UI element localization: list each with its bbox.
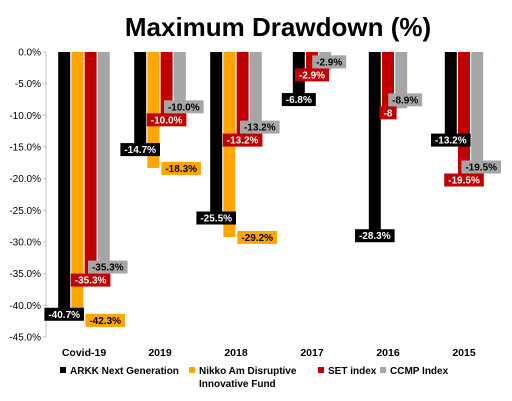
data-label: -2.9% <box>299 70 325 81</box>
data-label: -13.2% <box>227 136 259 147</box>
data-label: -8 <box>384 108 393 119</box>
data-label-box <box>461 160 501 174</box>
y-tick-label: -15.0% <box>9 143 41 154</box>
legend-swatch <box>318 367 324 373</box>
data-label: -10.0% <box>168 102 200 113</box>
bar <box>173 52 186 116</box>
bar <box>71 52 84 320</box>
y-tick-label: -30.0% <box>9 238 41 249</box>
data-label: -29.2% <box>241 233 273 244</box>
data-label-box <box>164 100 204 114</box>
data-label-box <box>222 133 263 147</box>
legend-label: SET index <box>328 366 377 377</box>
bar <box>84 52 97 276</box>
legend: ARKK Next Generation Nikko Am Disruptive I… <box>60 366 449 390</box>
data-label-box <box>379 106 397 120</box>
data-label: -13.2% <box>244 123 276 134</box>
y-tick-label: -45.0% <box>9 333 41 344</box>
data-label: -6.8% <box>286 95 312 106</box>
y-tick-label: -40.0% <box>9 301 41 312</box>
y-tick-label: -10.0% <box>9 111 41 122</box>
bar <box>97 52 110 276</box>
data-label: -35.3% <box>75 276 107 287</box>
data-label-box <box>240 120 280 134</box>
bar <box>210 52 223 214</box>
data-label: -8.9% <box>392 95 418 106</box>
bar <box>236 52 249 136</box>
bar <box>249 52 262 136</box>
bar <box>58 52 71 310</box>
data-label-box <box>120 143 160 157</box>
data-label: -13.2% <box>435 136 467 147</box>
y-tick-label: -35.0% <box>9 269 41 280</box>
data-label-box <box>295 68 329 82</box>
bar <box>458 52 470 176</box>
x-category-label: 2017 <box>300 347 324 359</box>
data-label-box <box>388 93 423 107</box>
bar <box>160 52 173 116</box>
data-label-box <box>161 161 201 175</box>
data-label: -2.9% <box>316 57 342 68</box>
legend-swatch <box>380 367 386 373</box>
data-labels: -40.7% -42.3% -35.3% -35.3% -14.7% -18.3% -10.… <box>44 55 501 327</box>
data-label-box <box>85 313 125 327</box>
data-label-box <box>196 211 236 225</box>
data-label-box <box>312 55 347 69</box>
data-label-box <box>44 307 84 321</box>
x-category-label: 2015 <box>452 347 476 359</box>
y-tick-label: -25.0% <box>9 206 41 217</box>
data-label: -42.3% <box>89 316 121 327</box>
chart-title: Maximum Drawdown (%) <box>125 12 431 42</box>
bar <box>147 52 160 168</box>
legend-label: Innovative Fund <box>199 379 276 390</box>
y-tick-label: 0.0% <box>18 48 41 59</box>
y-tick-label: -20.0% <box>9 174 41 185</box>
data-label: -19.5% <box>448 176 480 187</box>
data-label-box <box>237 230 277 244</box>
data-label-box <box>431 133 471 147</box>
bar <box>471 52 484 176</box>
y-axis: 0.0% -5.0% -10.0% -15.0% -20.0% -25.0% -30.0% -… <box>9 48 47 344</box>
data-label-box <box>355 229 395 243</box>
bar <box>134 52 147 146</box>
bars <box>58 52 484 320</box>
bar <box>368 52 381 232</box>
legend-label: CCMP Index <box>390 366 449 377</box>
data-label-box <box>281 93 316 107</box>
data-label: -25.5% <box>200 214 232 225</box>
bar <box>444 52 457 136</box>
data-label: -18.3% <box>165 164 197 175</box>
x-category-label: Covid-19 <box>62 347 107 359</box>
data-label-box <box>444 173 484 187</box>
data-label: -40.7% <box>48 310 80 321</box>
x-category-label: 2018 <box>224 347 248 359</box>
x-category-label: 2016 <box>376 347 400 359</box>
legend-label: Nikko Am Disruptive <box>199 366 297 377</box>
data-label-box <box>146 113 187 127</box>
data-label-box <box>88 260 128 274</box>
data-label: -10.0% <box>151 115 183 126</box>
data-label-box <box>70 273 111 287</box>
data-label: -14.7% <box>124 145 156 156</box>
legend-swatch <box>60 367 66 373</box>
data-label: -35.3% <box>92 263 124 274</box>
x-axis-categories: Covid-19 2019 2018 2017 2016 2015 <box>62 347 476 359</box>
legend-label: ARKK Next Generation <box>70 366 179 377</box>
y-tick-label: -5.0% <box>15 79 41 90</box>
x-category-label: 2019 <box>148 347 172 359</box>
data-label: -19.5% <box>465 163 497 174</box>
legend-swatch <box>189 367 195 373</box>
data-label: -28.3% <box>359 231 391 242</box>
